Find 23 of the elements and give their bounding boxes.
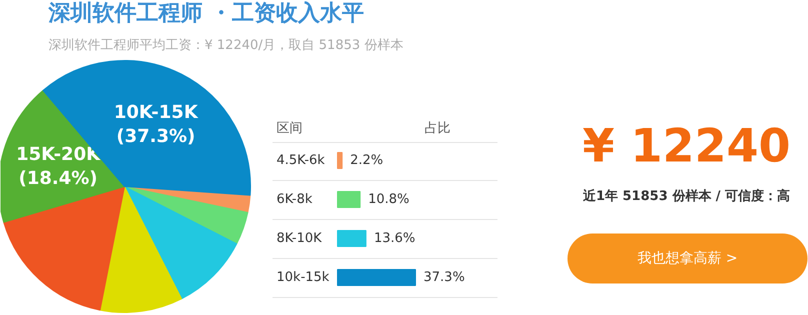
data-label: 37.3% xyxy=(424,270,465,285)
text: 我也想拿高薪 > xyxy=(637,250,738,266)
y-tick-label: 6K-8k xyxy=(276,192,313,207)
data-label: (18.4%) xyxy=(18,168,98,190)
slice-label: 10K-15K xyxy=(114,102,199,124)
bar xyxy=(337,230,366,247)
data-label: 2.2% xyxy=(350,153,384,168)
slice-label: 15K-20K xyxy=(16,144,102,166)
text: 占比 xyxy=(424,121,450,136)
text: 近1年 51853 份样本 / 可信度：高 xyxy=(582,188,790,204)
data-label: (37.3%) xyxy=(116,126,196,148)
bar xyxy=(337,191,361,208)
y-tick-label: 8K-10K xyxy=(276,231,322,246)
chart-subtitle: 深圳软件工程师平均工资：¥ 12240/月，取自 51853 份样本 xyxy=(48,38,404,53)
bar xyxy=(337,269,416,286)
bar xyxy=(337,152,343,169)
text: 区间 xyxy=(276,121,302,136)
y-tick-label: 4.5K-6k xyxy=(276,153,326,168)
text: ¥ 12240 xyxy=(582,118,791,172)
data-label: 10.8% xyxy=(368,192,410,207)
data-label: 13.6% xyxy=(374,231,416,246)
chart-title: 深圳软件工程师 ・工资收入水平 xyxy=(48,1,364,26)
y-tick-label: 10k-15k xyxy=(276,270,330,285)
